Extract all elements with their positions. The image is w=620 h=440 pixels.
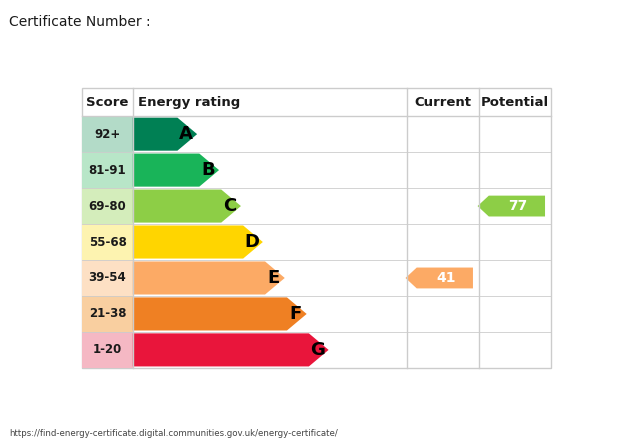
Text: E: E	[268, 269, 280, 287]
Polygon shape	[133, 225, 263, 259]
Polygon shape	[133, 154, 219, 187]
Bar	[82, 332, 133, 368]
Bar	[82, 188, 133, 224]
Text: A: A	[179, 125, 193, 143]
Text: 39-54: 39-54	[89, 271, 126, 285]
Bar	[82, 224, 133, 260]
Bar	[82, 116, 133, 152]
Text: https://find-energy-certificate.digital.communities.gov.uk/energy-certificate/: https://find-energy-certificate.digital.…	[9, 429, 338, 438]
Text: Score: Score	[86, 96, 129, 109]
Text: Current: Current	[414, 96, 471, 109]
Polygon shape	[133, 297, 307, 330]
Polygon shape	[133, 117, 197, 150]
Polygon shape	[405, 268, 473, 288]
Text: 77: 77	[508, 199, 528, 213]
Text: 41: 41	[436, 271, 456, 285]
Bar	[82, 296, 133, 332]
Text: Energy rating: Energy rating	[138, 96, 240, 109]
Text: 1-20: 1-20	[93, 343, 122, 356]
Text: 92+: 92+	[94, 128, 121, 141]
Text: 55-68: 55-68	[89, 235, 126, 249]
Text: Certificate Number :: Certificate Number :	[9, 15, 151, 29]
Text: 69-80: 69-80	[89, 200, 126, 213]
Polygon shape	[477, 196, 545, 216]
Bar	[82, 152, 133, 188]
Text: D: D	[244, 233, 260, 251]
Bar	[82, 260, 133, 296]
Bar	[82, 88, 551, 368]
Text: C: C	[223, 197, 237, 215]
Polygon shape	[133, 190, 241, 223]
Polygon shape	[133, 334, 329, 367]
Text: F: F	[290, 305, 302, 323]
Text: Potential: Potential	[480, 96, 549, 109]
Text: 81-91: 81-91	[89, 164, 126, 176]
Text: B: B	[202, 161, 215, 179]
Text: 21-38: 21-38	[89, 308, 126, 320]
Polygon shape	[133, 261, 285, 294]
Text: G: G	[310, 341, 325, 359]
